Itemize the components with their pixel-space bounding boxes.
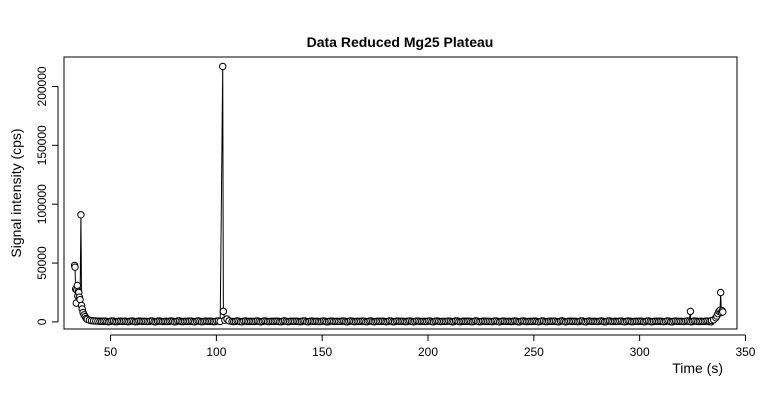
series-lines <box>74 66 724 323</box>
y-tick-label: 50000 <box>35 246 49 280</box>
data-point <box>219 62 227 71</box>
data-point <box>719 308 727 316</box>
data-point <box>73 281 82 290</box>
y-axis-label: Signal intensity (cps) <box>8 128 24 257</box>
y-axis: 0 50000 100000 150000 200000 <box>35 66 59 325</box>
data-point <box>717 288 725 297</box>
x-tick-label: 250 <box>524 345 544 359</box>
series-line <box>74 66 724 323</box>
plot-frame <box>63 56 738 330</box>
data-point <box>76 295 84 304</box>
x-axis-label: Time (s) <box>672 360 723 376</box>
x-tick-label: 100 <box>206 345 226 359</box>
x-tick-label: 150 <box>312 345 332 359</box>
x-axis: 50 100 150 200 250 300 350 <box>104 334 756 359</box>
data-point <box>77 211 85 219</box>
x-tick-label: 300 <box>630 345 650 359</box>
data-point <box>219 307 228 316</box>
x-tick-label: 200 <box>418 345 438 359</box>
y-tick-label: 200000 <box>35 66 49 106</box>
y-tick-label: 0 <box>35 318 49 325</box>
chart-title: Data Reduced Mg25 Plateau <box>307 34 494 50</box>
x-tick-label: 350 <box>735 345 755 359</box>
y-tick-label: 150000 <box>35 125 49 165</box>
series-points <box>70 62 727 326</box>
x-tick-label: 50 <box>104 345 118 359</box>
data-point <box>686 307 695 316</box>
y-tick-label: 100000 <box>35 184 49 224</box>
data-point <box>71 263 79 271</box>
